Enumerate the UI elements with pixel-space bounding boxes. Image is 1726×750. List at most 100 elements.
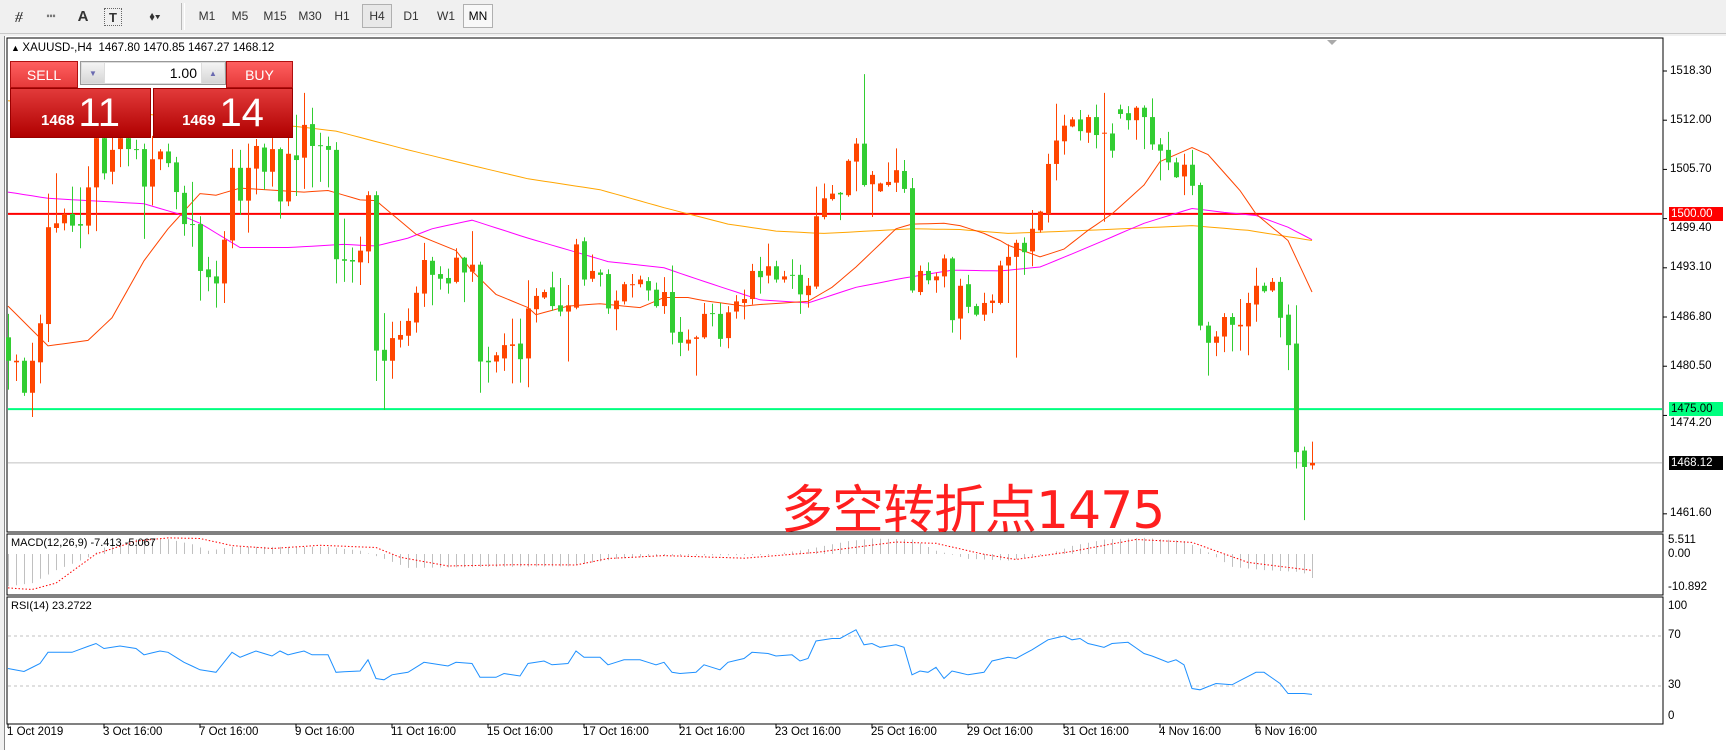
candle-body: [910, 188, 915, 291]
timeframe-d1[interactable]: D1: [403, 9, 419, 23]
candle-body: [1022, 242, 1027, 253]
text-icon[interactable]: A: [77, 7, 89, 25]
candle-body: [478, 264, 483, 362]
candle-body: [174, 162, 179, 193]
candle-body: [342, 259, 347, 261]
price-axis-label: 1499.40: [1670, 221, 1712, 234]
price-axis-label: 1461.60: [1670, 507, 1712, 520]
lot-increase-icon[interactable]: ▲: [202, 63, 224, 83]
triangle-up-icon[interactable]: ▲: [11, 43, 23, 53]
candle-body: [1006, 256, 1011, 266]
candle-body: [214, 276, 219, 284]
candle-body: [902, 170, 907, 189]
buy-button[interactable]: BUY: [226, 61, 293, 88]
timeframe-m1[interactable]: M1: [198, 9, 216, 23]
price-axis-label: 1518.30: [1670, 64, 1712, 77]
candle-body: [894, 170, 899, 183]
one-click-trading-panel: SELL ▼ 1.00 ▲ BUY 1468 11 1469 14: [10, 61, 293, 138]
candle-body: [1270, 281, 1275, 291]
candle-body: [438, 274, 443, 279]
timeframe-h1[interactable]: H1: [334, 9, 350, 23]
candle-body: [486, 360, 491, 363]
buy-price-button[interactable]: 1469 14: [153, 88, 293, 138]
candle-body: [1054, 140, 1059, 164]
arrows-dropdown-icon[interactable]: ⬧▾: [149, 8, 161, 23]
chart-annotation[interactable]: 多空转折点1475: [781, 481, 1165, 541]
candle-body: [974, 306, 979, 315]
candle-body: [286, 153, 291, 202]
text-label-icon[interactable]: T: [104, 8, 122, 26]
candle-body: [1030, 228, 1035, 252]
macd-axis-label: 0.00: [1668, 548, 1691, 560]
lot-decrease-icon[interactable]: ▼: [82, 63, 104, 83]
time-axis-label: 6 Nov 16:00: [1255, 726, 1318, 738]
candle-body: [1046, 163, 1051, 214]
main-chart-frame: [6, 37, 1664, 533]
candle-body: [398, 334, 403, 340]
price-line-label: 1475.00: [1669, 402, 1723, 417]
lot-stepper[interactable]: ▼ 1.00 ▲: [80, 61, 226, 85]
timeframe-h4[interactable]: H4: [362, 4, 392, 28]
candle-body: [718, 313, 723, 339]
candle-body: [1110, 133, 1115, 151]
candle-body: [846, 160, 851, 196]
price-axis-label: 1474.20: [1670, 417, 1712, 430]
candle-body: [646, 281, 651, 291]
macd-axis-label: -10.892: [1668, 581, 1708, 593]
candle-body: [470, 264, 475, 272]
candle-body: [1254, 285, 1259, 305]
timeframe-m15[interactable]: M15: [263, 9, 287, 23]
price-axis-label: 1512.00: [1670, 113, 1712, 126]
candle-body: [1094, 117, 1099, 136]
lot-input[interactable]: 1.00: [105, 63, 201, 83]
candle-body: [862, 143, 867, 186]
timeframe-mn[interactable]: MN: [463, 4, 493, 28]
candle-body: [1142, 107, 1147, 118]
fibonacci-fan-icon[interactable]: ┅: [46, 8, 56, 25]
candle-body: [1166, 149, 1171, 163]
candle-body: [822, 198, 827, 218]
candle-body: [310, 124, 315, 146]
candle-body: [1286, 314, 1291, 346]
fibonacci-expansion-icon[interactable]: ⧣: [14, 7, 24, 25]
candle-body: [334, 149, 339, 260]
sell-button[interactable]: SELL: [10, 61, 78, 88]
candle-body: [1158, 144, 1163, 151]
candle-body: [278, 149, 283, 202]
candle-body: [1102, 132, 1107, 134]
candle-body: [462, 257, 467, 273]
candle-body: [238, 167, 243, 201]
rsi-line: [7, 629, 1313, 695]
candle-body: [1238, 324, 1243, 327]
candle-body: [1126, 113, 1131, 121]
candle-body: [78, 224, 83, 226]
sell-price-button[interactable]: 1468 11: [10, 88, 151, 138]
rsi-axis-label: 100: [1668, 600, 1688, 612]
candle-body: [710, 313, 715, 315]
candle-body: [774, 266, 779, 280]
candle-body: [582, 241, 587, 280]
time-axis-label: 11 Oct 16:00: [391, 726, 456, 738]
candle-body: [750, 270, 755, 300]
candle-body: [726, 312, 731, 339]
candle-body: [1214, 336, 1219, 343]
candle-body: [502, 345, 507, 359]
timeframe-m5[interactable]: M5: [231, 9, 249, 23]
rsi-axis-label: 0: [1668, 710, 1675, 722]
candle-body: [518, 343, 523, 360]
candle-body: [566, 305, 571, 312]
candle-body: [534, 295, 539, 310]
moving-average-mid: [7, 191, 1313, 304]
candle-body: [1230, 317, 1235, 325]
candle-body: [958, 285, 963, 319]
timeframe-m30[interactable]: M30: [298, 9, 322, 23]
candle-body: [318, 145, 323, 147]
timeframe-w1[interactable]: W1: [437, 9, 455, 23]
candle-body: [934, 276, 939, 281]
candle-body: [806, 285, 811, 296]
candle-body: [790, 274, 795, 276]
candle-body: [1310, 462, 1315, 466]
candle-body: [430, 260, 435, 275]
candle-body: [870, 174, 875, 185]
